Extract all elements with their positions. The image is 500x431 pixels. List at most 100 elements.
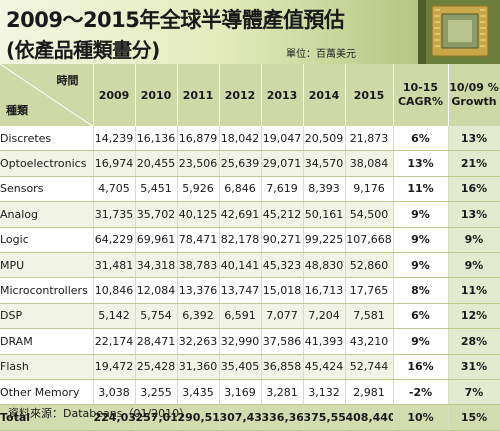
year-header: 2013 (261, 64, 304, 126)
value-cell: 6,846 (219, 176, 262, 203)
category-cell: Analog (0, 201, 94, 228)
growth-cell: 28% (448, 328, 500, 355)
value-cell: 45,323 (261, 252, 304, 279)
value-cell: 22,174 (93, 328, 136, 355)
cagr-cell: 11% (393, 176, 449, 203)
value-cell: 64,229 (93, 227, 136, 253)
header-banner: 2009～2015年全球半導體產值預估 (依產品種類畫分) 單位：百萬美元 (0, 0, 500, 64)
growth-header: 10/09 % Growth (448, 64, 500, 126)
value-cell: 5,142 (93, 303, 136, 330)
value-cell: 20,455 (135, 150, 178, 177)
cagr-header-line2: CAGR% (397, 95, 444, 108)
value-cell: 375,554 (303, 404, 346, 431)
year-header: 2010 (135, 64, 178, 126)
semiconductor-table: 時間 種類 2009 2010 2011 2012 2013 2014 2015… (0, 64, 500, 431)
corner-category-label: 種類 (6, 104, 28, 117)
value-cell: 7,619 (261, 176, 304, 203)
growth-cell: 13% (448, 126, 500, 152)
value-cell: 38,084 (345, 150, 394, 177)
value-cell: 38,783 (177, 252, 220, 279)
value-cell: 16,136 (135, 126, 178, 152)
value-cell: 31,481 (93, 252, 136, 279)
value-cell: 69,961 (135, 227, 178, 253)
value-cell: 16,713 (303, 277, 346, 304)
cagr-header: 10-15 CAGR% (393, 64, 449, 126)
value-cell: 10,846 (93, 277, 136, 304)
value-cell: 21,873 (345, 126, 394, 152)
value-cell: 5,754 (135, 303, 178, 330)
value-cell: 5,451 (135, 176, 178, 203)
value-cell: 40,141 (219, 252, 262, 279)
value-cell: 19,047 (261, 126, 304, 152)
category-cell: MPU (0, 252, 94, 279)
value-cell: 32,263 (177, 328, 220, 355)
value-cell: 29,071 (261, 150, 304, 177)
value-cell: 41,393 (303, 328, 346, 355)
value-cell: 34,570 (303, 150, 346, 177)
growth-cell: 11% (448, 277, 500, 304)
value-cell: 7,204 (303, 303, 346, 330)
value-cell: 4,705 (93, 176, 136, 203)
value-cell: 52,744 (345, 354, 394, 380)
value-cell: 31,735 (93, 201, 136, 228)
value-cell: 50,161 (303, 201, 346, 228)
category-cell: Flash (0, 354, 94, 380)
source-note: 資料來源：Databeans（01/2010） (8, 407, 191, 420)
value-cell: 7,077 (261, 303, 304, 330)
value-cell: 82,178 (219, 227, 262, 253)
corner-time-label: 時間 (56, 74, 79, 87)
year-header: 2012 (219, 64, 262, 126)
growth-cell: 12% (448, 303, 500, 330)
value-cell: 32,990 (219, 328, 262, 355)
growth-header-line2: Growth (451, 95, 497, 108)
table-row: Logic 64,229 69,961 78,471 82,178 90,271 99,22… (0, 227, 500, 253)
value-cell: 12,084 (135, 277, 178, 304)
value-cell: 3,435 (177, 379, 220, 406)
category-cell: Sensors (0, 176, 94, 203)
value-cell: 336,362 (261, 404, 304, 431)
diagonal-divider (0, 64, 92, 126)
value-cell: 3,132 (303, 379, 346, 406)
value-cell: 78,471 (177, 227, 220, 253)
table-row: DRAM 22,174 28,471 32,263 32,990 37,586 41,393… (0, 328, 500, 355)
cagr-header-line1: 10-15 (402, 81, 439, 94)
value-cell: 14,239 (93, 126, 136, 152)
value-cell: 307,439 (219, 404, 262, 431)
value-cell: 45,212 (261, 201, 304, 228)
growth-cell: 7% (448, 379, 500, 406)
value-cell: 99,225 (303, 227, 346, 253)
year-header: 2015 (345, 64, 394, 126)
cagr-cell: 6% (393, 303, 449, 330)
value-cell: 13,747 (219, 277, 262, 304)
category-cell: Optoelectronics (0, 150, 94, 177)
value-cell: 18,042 (219, 126, 262, 152)
value-cell: 45,424 (303, 354, 346, 380)
table-row: MPU 31,481 34,318 38,783 40,141 45,323 48,830 5… (0, 252, 500, 279)
value-cell: 37,586 (261, 328, 304, 355)
value-cell: 6,392 (177, 303, 220, 330)
cagr-cell: 8% (393, 277, 449, 304)
value-cell: 43,210 (345, 328, 394, 355)
value-cell: 3,281 (261, 379, 304, 406)
growth-cell: 16% (448, 176, 500, 203)
value-cell: 2,981 (345, 379, 394, 406)
value-cell: 16,879 (177, 126, 220, 152)
value-cell: 5,926 (177, 176, 220, 203)
category-cell: DSP (0, 303, 94, 330)
value-cell: 17,765 (345, 277, 394, 304)
value-cell: 3,255 (135, 379, 178, 406)
value-cell: 8,393 (303, 176, 346, 203)
table-row: Optoelectronics 16,974 20,455 23,506 25,639 2… (0, 150, 500, 177)
cagr-cell: 9% (393, 227, 449, 253)
value-cell: 25,639 (219, 150, 262, 177)
unit-label: 單位：百萬美元 (286, 49, 356, 60)
table-row: Sensors 4,705 5,451 5,926 6,846 7,619 8,393 9,1… (0, 176, 500, 203)
value-cell: 34,318 (135, 252, 178, 279)
value-cell: 25,428 (135, 354, 178, 380)
value-cell: 31,360 (177, 354, 220, 380)
value-cell: 13,376 (177, 277, 220, 304)
value-cell: 90,271 (261, 227, 304, 253)
table-row: Other Memory 3,038 3,255 3,435 3,169 3,281 3,1… (0, 379, 500, 406)
value-cell: 20,509 (303, 126, 346, 152)
growth-cell: 21% (448, 150, 500, 177)
